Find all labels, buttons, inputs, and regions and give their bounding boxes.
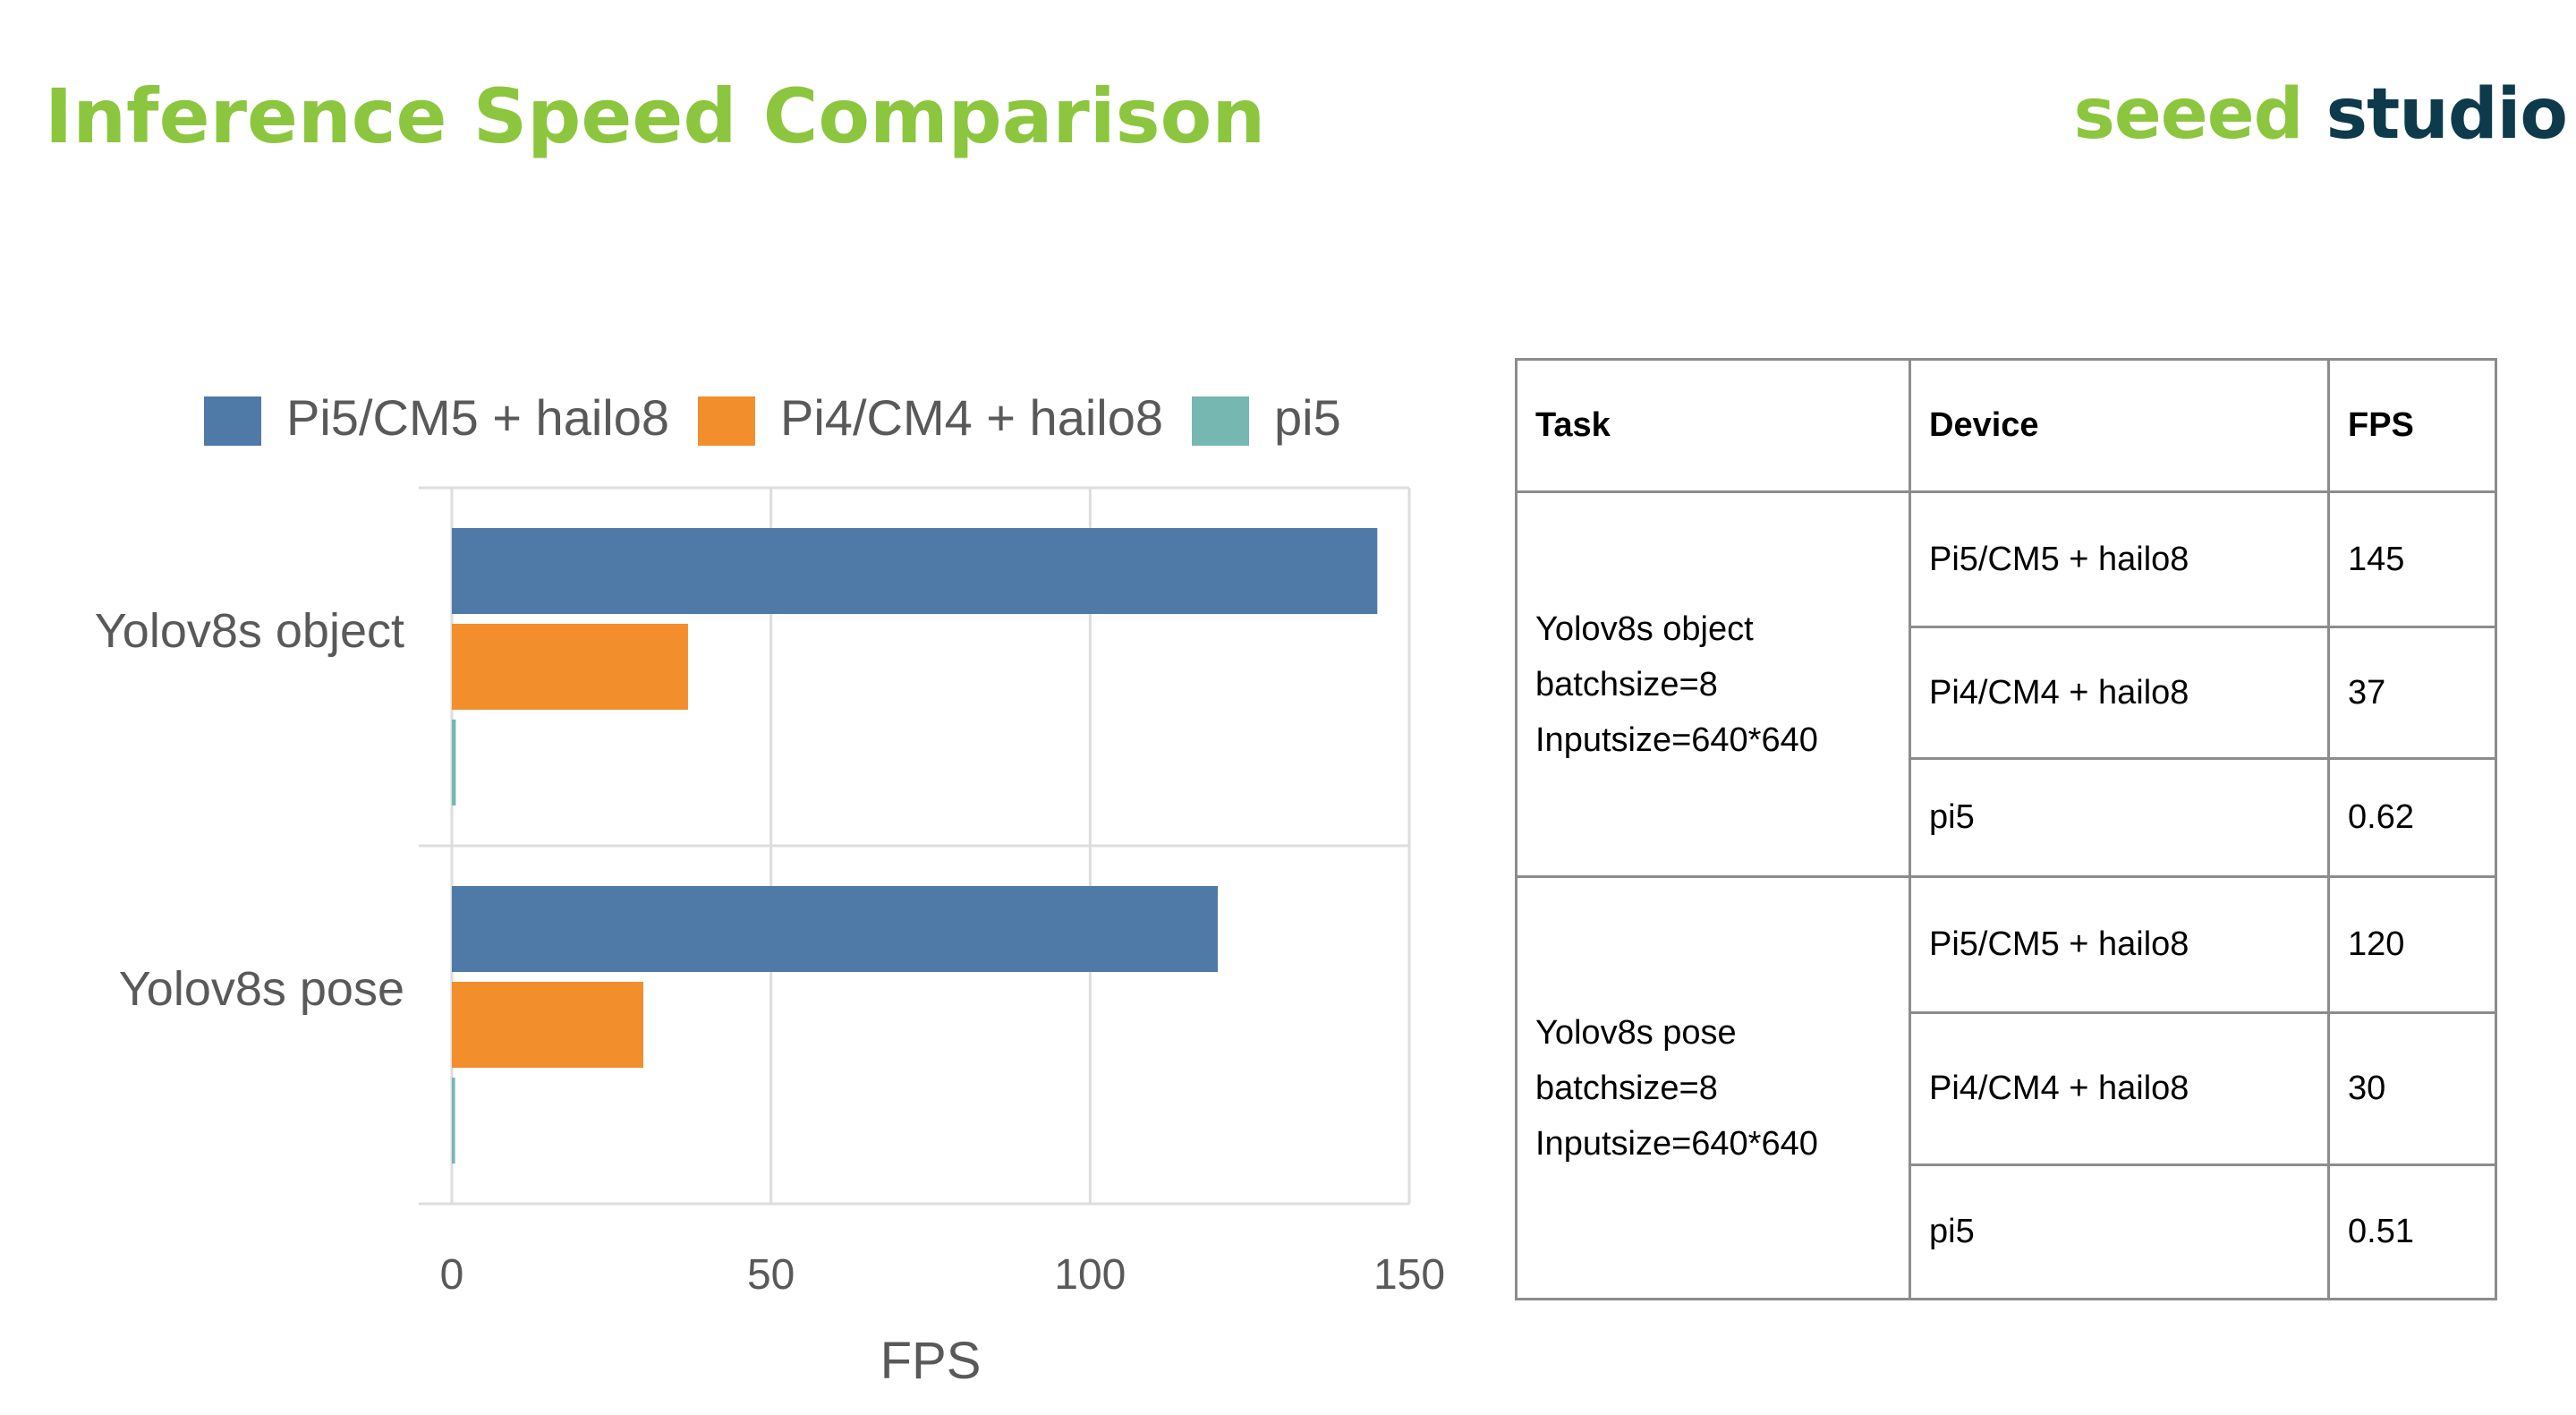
header-task: Task bbox=[1515, 358, 1911, 493]
task-inputsize: Inputsize=640*640 bbox=[1535, 720, 1818, 759]
bar bbox=[452, 886, 1218, 972]
device-cell: Pi5/CM5 + hailo8 bbox=[1909, 490, 2330, 628]
fps-bar-chart: 0 50 100 150 Yolov8s object Yolov8s pose FPS P… bbox=[95, 389, 1445, 1390]
fps-cell: 30 bbox=[2327, 1011, 2497, 1166]
chart-bars bbox=[452, 528, 1378, 1164]
device-cell: Pi4/CM4 + hailo8 bbox=[1909, 626, 2330, 760]
device-cell: Pi4/CM4 + hailo8 bbox=[1909, 1011, 2330, 1166]
chart-labels: 0 50 100 150 Yolov8s object Yolov8s pose FPS bbox=[95, 604, 1445, 1390]
table-row: Yolov8s pose batchsize=8 Inputsize=640*6… bbox=[1515, 875, 2497, 1300]
chart-legend: Pi5/CM5 + hailo8 Pi4/CM4 + hailo8 pi5 bbox=[204, 389, 1341, 446]
legend-label: pi5 bbox=[1274, 389, 1341, 446]
device-cell: pi5 bbox=[1909, 1164, 2330, 1300]
x-axis-title: FPS bbox=[880, 1332, 982, 1390]
table-row: Pi4/CM4 + hailo8 30 bbox=[1517, 1011, 2497, 1166]
fps-table: Task Device FPS Yolov8s object batchsize… bbox=[1515, 358, 2497, 1300]
x-tick-label: 50 bbox=[747, 1251, 795, 1299]
logo-word-studio: studio bbox=[2325, 74, 2568, 155]
bar bbox=[452, 1078, 455, 1164]
legend-swatch bbox=[698, 396, 755, 446]
fps-cell: 0.51 bbox=[2327, 1164, 2497, 1300]
task-cell-object: Yolov8s object batchsize=8 Inputsize=640… bbox=[1515, 490, 1911, 878]
fps-cell: 37 bbox=[2327, 626, 2497, 760]
task-batchsize: batchsize=8 bbox=[1535, 1069, 1718, 1107]
task-batchsize: batchsize=8 bbox=[1535, 665, 1718, 703]
header-device: Device bbox=[1909, 358, 2330, 493]
legend-swatch bbox=[1192, 396, 1249, 446]
table-header-row: Task Device FPS bbox=[1515, 358, 2497, 493]
fps-cell: 120 bbox=[2327, 875, 2497, 1014]
table-row: pi5 0.62 bbox=[1517, 757, 2497, 878]
bar bbox=[452, 624, 688, 710]
category-label: Yolov8s object bbox=[95, 604, 404, 658]
table-row: Pi4/CM4 + hailo8 37 bbox=[1517, 626, 2497, 760]
table-row: pi5 0.51 bbox=[1517, 1164, 2497, 1300]
logo-word-seeed: seeed bbox=[2073, 74, 2303, 155]
x-tick-label: 0 bbox=[440, 1251, 464, 1299]
category-label: Yolov8s pose bbox=[119, 962, 404, 1016]
device-cell: Pi5/CM5 + hailo8 bbox=[1909, 875, 2330, 1014]
bar bbox=[452, 528, 1378, 614]
task-cell-pose: Yolov8s pose batchsize=8 Inputsize=640*6… bbox=[1515, 875, 1911, 1300]
fps-cell: 0.62 bbox=[2327, 757, 2497, 878]
x-tick-label: 100 bbox=[1054, 1251, 1126, 1299]
bar bbox=[452, 720, 456, 806]
task-name: Yolov8s pose bbox=[1535, 1013, 1737, 1052]
table-row: Yolov8s object batchsize=8 Inputsize=640… bbox=[1515, 490, 2497, 878]
task-name: Yolov8s object bbox=[1535, 609, 1754, 648]
fps-cell: 145 bbox=[2327, 490, 2497, 628]
device-cell: pi5 bbox=[1909, 757, 2330, 878]
task-inputsize: Inputsize=640*640 bbox=[1535, 1124, 1818, 1163]
bar bbox=[452, 982, 643, 1068]
seeed-studio-logo: seeed studio bbox=[2073, 70, 2568, 159]
legend-label: Pi4/CM4 + hailo8 bbox=[780, 389, 1163, 446]
header-fps: FPS bbox=[2327, 358, 2497, 493]
slide-title: Inference Speed Comparison bbox=[45, 72, 1266, 160]
legend-swatch bbox=[204, 396, 261, 446]
legend-label: Pi5/CM5 + hailo8 bbox=[286, 389, 669, 446]
x-tick-label: 150 bbox=[1373, 1251, 1445, 1299]
